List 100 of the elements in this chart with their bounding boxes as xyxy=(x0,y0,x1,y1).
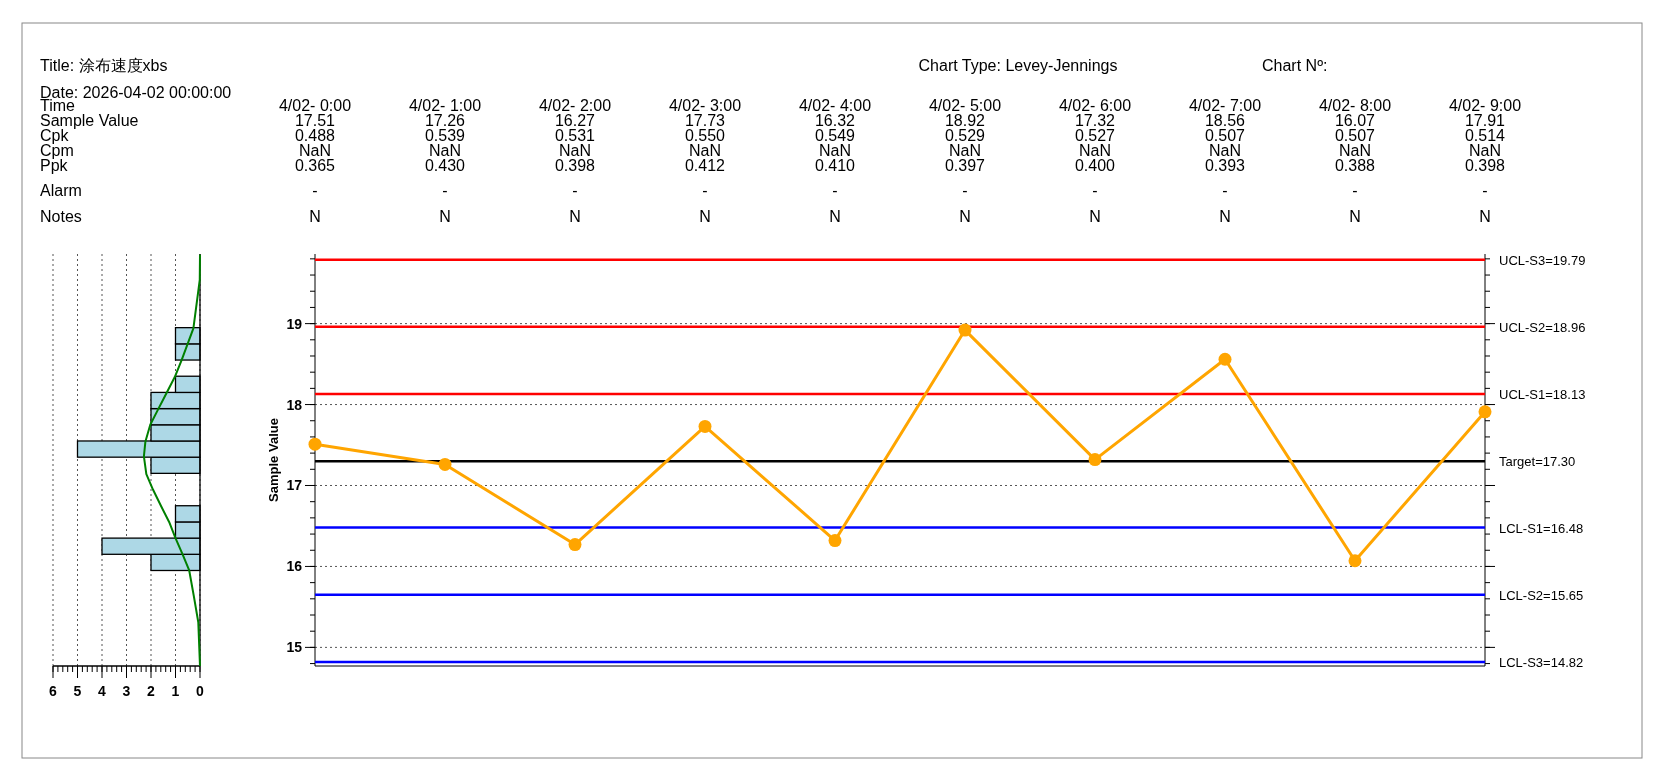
x-tick-label: 4 xyxy=(98,683,107,699)
data-label: 0.430 xyxy=(424,157,466,174)
x-tick-label: 1 xyxy=(171,683,180,699)
data-label: 4/02- 8:00 xyxy=(1318,97,1392,114)
point xyxy=(698,419,712,433)
data-label: 0.393 xyxy=(1204,157,1246,174)
data-label: - xyxy=(572,182,578,199)
data-label: NaN xyxy=(688,142,722,159)
y-tick-label: 19 xyxy=(286,315,303,332)
data-label: - xyxy=(832,182,838,199)
point xyxy=(1348,554,1362,568)
data-label: 4/02- 2:00 xyxy=(538,97,612,114)
y-tick-label: 18 xyxy=(286,396,303,413)
data-label: N xyxy=(439,208,451,225)
data-label: 0.549 xyxy=(814,127,856,144)
point xyxy=(438,457,452,471)
data-label: 4/02- 6:00 xyxy=(1058,97,1132,114)
data-label: 0.410 xyxy=(814,157,856,174)
text: Cpk xyxy=(40,127,70,144)
data-label: 4/02- 7:00 xyxy=(1188,97,1262,114)
x-tick-label: 2 xyxy=(147,683,156,699)
data-label: 4/02- 9:00 xyxy=(1448,97,1522,114)
data-label: - xyxy=(1352,182,1358,199)
ref-line-label: LCL-S2=15.65 xyxy=(1499,587,1584,603)
data-label: 0.412 xyxy=(684,157,726,174)
data-label: NaN xyxy=(1208,142,1242,159)
data-label: - xyxy=(1222,182,1228,199)
data-label: 0.400 xyxy=(1074,157,1116,174)
data-label: N xyxy=(309,208,321,225)
x-tick-label: 6 xyxy=(49,683,58,699)
data-label: - xyxy=(1092,182,1098,199)
data-label: - xyxy=(312,182,318,199)
data-label: 0.531 xyxy=(554,127,596,144)
data-label: N xyxy=(699,208,711,225)
data-label: 0.514 xyxy=(1464,127,1506,144)
data-label: 0.527 xyxy=(1074,127,1116,144)
data-label: NaN xyxy=(1338,142,1372,159)
data-label: 4/02- 4:00 xyxy=(798,97,872,114)
data-label: N xyxy=(569,208,581,225)
data-label: 0.550 xyxy=(684,127,726,144)
data-label: 0.398 xyxy=(1464,157,1506,174)
point xyxy=(1218,352,1232,366)
data-label: NaN xyxy=(1078,142,1112,159)
point xyxy=(568,538,582,552)
data-label: NaN xyxy=(1468,142,1502,159)
ref-line-label: LCL-S1=16.48 xyxy=(1499,520,1584,536)
ref-line-label: LCL-S3=14.82 xyxy=(1499,654,1584,670)
data-label: 18.92 xyxy=(944,112,986,129)
ref-line-label: UCL-S1=18.13 xyxy=(1499,387,1586,403)
data-label: 0.388 xyxy=(1334,157,1376,174)
data-label: N xyxy=(959,208,971,225)
data-label: 17.51 xyxy=(294,112,336,129)
data-label: NaN xyxy=(558,142,592,159)
y-tick-label: 15 xyxy=(286,639,303,656)
data-label: - xyxy=(442,182,448,199)
data-label: NaN xyxy=(428,142,462,159)
point xyxy=(958,323,972,337)
ref-line-label: Target=17.30 xyxy=(1499,454,1576,470)
text: Title: 涂布速度xbs xyxy=(40,57,168,74)
data-label: 16.32 xyxy=(814,112,856,129)
y-axis-title: Sample Value xyxy=(266,418,281,502)
data-label: 4/02- 5:00 xyxy=(928,97,1002,114)
data-label: N xyxy=(1479,208,1491,225)
data-label: 17.32 xyxy=(1074,112,1116,129)
data-label: N xyxy=(1219,208,1231,225)
data-label: 0.365 xyxy=(294,157,336,174)
x-tick-label: 0 xyxy=(196,683,205,699)
data-label: 0.539 xyxy=(424,127,466,144)
text: Chart Type: Levey-Jennings xyxy=(918,57,1118,74)
data-label: 0.529 xyxy=(944,127,986,144)
text: Sample Value xyxy=(40,112,139,129)
data-label: 0.398 xyxy=(554,157,596,174)
text: Chart Nº: xyxy=(1262,57,1328,74)
data-label: 16.27 xyxy=(554,112,596,129)
point xyxy=(1088,453,1102,467)
point xyxy=(308,437,322,451)
data-label: 18.56 xyxy=(1204,112,1246,129)
data-label: 4/02- 1:00 xyxy=(408,97,482,114)
data-label: NaN xyxy=(948,142,982,159)
x-tick-label: 5 xyxy=(73,683,82,699)
data-label: - xyxy=(702,182,708,199)
data-label: N xyxy=(1089,208,1101,225)
y-tick-label: 16 xyxy=(286,558,303,575)
data-label: NaN xyxy=(818,142,852,159)
data-label: 4/02- 3:00 xyxy=(668,97,742,114)
data-label: 0.507 xyxy=(1334,127,1376,144)
data-label: N xyxy=(829,208,841,225)
data-label: N xyxy=(1349,208,1361,225)
data-label: - xyxy=(962,182,968,199)
data-label: 0.488 xyxy=(294,127,336,144)
x-tick-label: 3 xyxy=(122,683,131,699)
data-label: 17.73 xyxy=(684,112,726,129)
text: Notes xyxy=(40,208,82,225)
y-tick-label: 17 xyxy=(286,477,303,494)
data-label: 17.91 xyxy=(1464,112,1506,129)
ref-line-label: UCL-S2=18.96 xyxy=(1499,319,1586,335)
ref-line-label: UCL-S3=19.79 xyxy=(1499,252,1586,268)
point xyxy=(828,534,842,548)
data-label: 17.26 xyxy=(424,112,466,129)
data-label: 0.397 xyxy=(944,157,986,174)
